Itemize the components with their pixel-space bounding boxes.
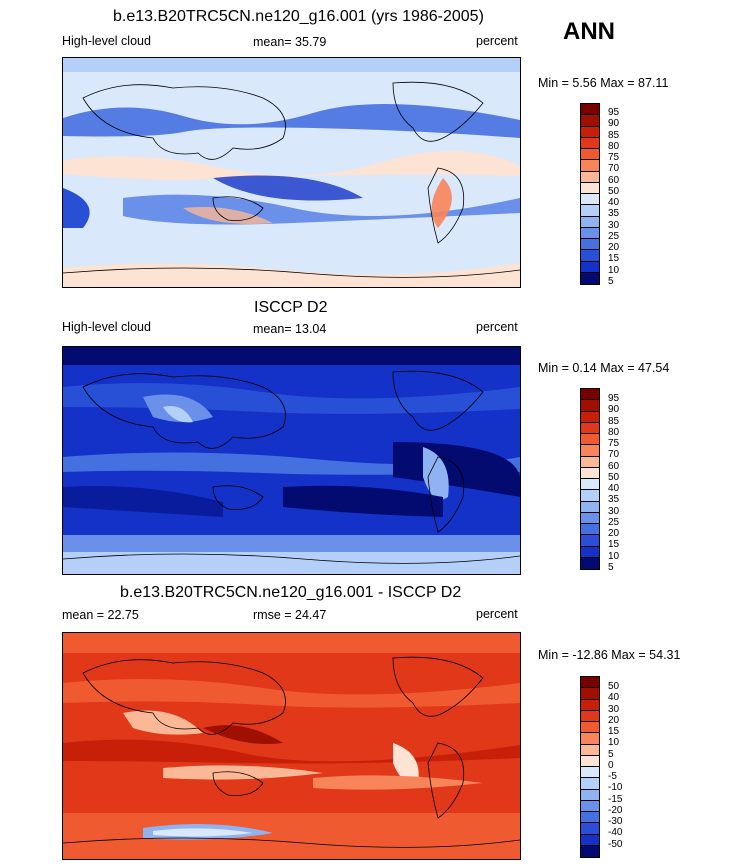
panel1-mean: mean= 35.79 bbox=[253, 35, 327, 49]
tick: 15 bbox=[608, 726, 620, 737]
tick: 60 bbox=[608, 460, 620, 472]
tick: -40 bbox=[608, 827, 623, 839]
panel3-minmax: Min = -12.86 Max = 54.31 bbox=[538, 648, 681, 662]
tick: 20 bbox=[608, 528, 620, 539]
tick: 50 bbox=[608, 681, 620, 692]
tick: 90 bbox=[608, 118, 620, 130]
tick: 95 bbox=[608, 107, 620, 118]
tick: 5 bbox=[608, 748, 614, 760]
panel3-mean: mean = 22.75 bbox=[62, 608, 139, 622]
tick: 25 bbox=[608, 516, 620, 528]
tick: -10 bbox=[608, 782, 623, 794]
panel2-left-label: High-level cloud bbox=[62, 320, 151, 334]
tick: 30 bbox=[608, 505, 620, 517]
tick: -5 bbox=[608, 771, 617, 782]
tick: 15 bbox=[608, 253, 620, 265]
tick: 60 bbox=[608, 174, 620, 186]
panel1-title: b.e13.B20TRC5CN.ne120_g16.001 (yrs 1986-… bbox=[113, 8, 484, 25]
panel3-rmse: rmse = 24.47 bbox=[253, 608, 327, 622]
tick: -20 bbox=[608, 804, 623, 816]
panel3-colorbar bbox=[580, 676, 600, 858]
tick: 75 bbox=[608, 152, 620, 163]
panel1-left-label: High-level cloud bbox=[62, 34, 151, 48]
tick: -15 bbox=[608, 793, 623, 805]
tick: 85 bbox=[608, 415, 620, 427]
tick: 5 bbox=[608, 275, 614, 287]
panel3-title: b.e13.B20TRC5CN.ne120_g16.001 - ISCCP D2 bbox=[120, 584, 462, 601]
tick: 40 bbox=[608, 692, 620, 704]
tick: -50 bbox=[608, 838, 623, 850]
tick: 20 bbox=[608, 714, 620, 726]
tick: 35 bbox=[608, 208, 620, 220]
tick: -30 bbox=[608, 816, 623, 827]
panel1-units: percent bbox=[476, 34, 518, 48]
tick: 70 bbox=[608, 449, 620, 461]
panel2-units: percent bbox=[476, 320, 518, 334]
tick: 10 bbox=[608, 550, 620, 562]
tick: 30 bbox=[608, 219, 620, 231]
panel3-map bbox=[62, 632, 521, 860]
tick: 10 bbox=[608, 737, 620, 749]
tick: 80 bbox=[608, 426, 620, 438]
tick: 30 bbox=[608, 703, 620, 715]
tick: 85 bbox=[608, 129, 620, 141]
panel3-units: percent bbox=[476, 607, 518, 621]
season-label: ANN bbox=[563, 18, 615, 45]
panel1-colorbar bbox=[580, 103, 600, 285]
tick: 5 bbox=[608, 561, 614, 573]
tick: 95 bbox=[608, 393, 620, 404]
panel2-mean: mean= 13.04 bbox=[253, 322, 327, 336]
panel2-title: ISCCP D2 bbox=[254, 299, 328, 316]
tick: 50 bbox=[608, 471, 620, 483]
tick: 40 bbox=[608, 483, 620, 494]
tick: 35 bbox=[608, 494, 620, 506]
tick: 0 bbox=[608, 759, 614, 771]
panel2-minmax: Min = 0.14 Max = 47.54 bbox=[538, 361, 670, 375]
tick: 25 bbox=[608, 230, 620, 242]
tick: 10 bbox=[608, 264, 620, 276]
tick: 70 bbox=[608, 163, 620, 175]
panel1-minmax: Min = 5.56 Max = 87.11 bbox=[538, 76, 669, 90]
tick: 40 bbox=[608, 197, 620, 208]
tick: 50 bbox=[608, 185, 620, 197]
tick: 80 bbox=[608, 140, 620, 152]
tick: 15 bbox=[608, 539, 620, 551]
panel2-colorbar bbox=[580, 388, 600, 570]
tick: 20 bbox=[608, 242, 620, 253]
panel1-map bbox=[62, 57, 521, 288]
tick: 90 bbox=[608, 404, 620, 416]
tick: 75 bbox=[608, 438, 620, 449]
panel2-map bbox=[62, 346, 521, 575]
